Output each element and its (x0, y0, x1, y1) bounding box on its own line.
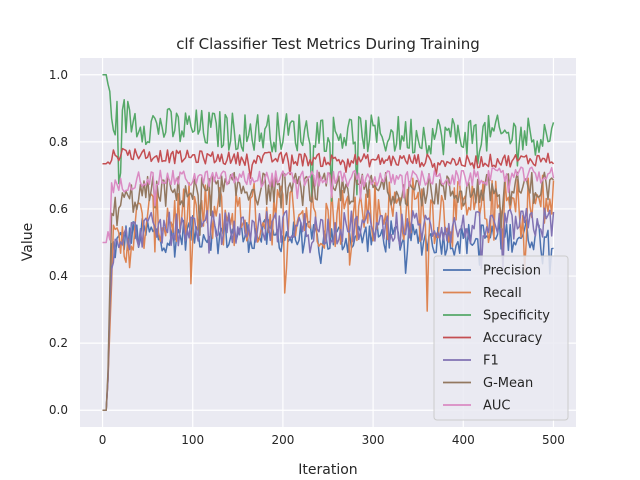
legend-box (433, 255, 569, 421)
x-tick-label: 500 (542, 433, 565, 447)
legend-label: G-Mean (483, 376, 533, 391)
y-tick-label: 1.0 (49, 68, 68, 82)
legend-label: AUC (483, 399, 511, 414)
legend: Precision Recall Specificity Accuracy F1 G-Me… (433, 255, 569, 421)
series-line-auc (102, 166, 555, 244)
y-axis-label: Value (20, 223, 36, 261)
legend-label: Specificity (483, 309, 550, 324)
y-tick-label: 0.0 (49, 403, 68, 417)
x-tick-label: 200 (271, 433, 294, 447)
series-layer (102, 74, 555, 411)
y-tick-label: 0.2 (49, 336, 68, 350)
tick-labels: 0 100 200 300 400 500 0.0 0.2 0.4 0.6 0.8 1.0 (49, 68, 565, 447)
y-tick-label: 0.6 (49, 202, 68, 216)
x-axis-label: Iteration (298, 462, 357, 478)
legend-label: Recall (483, 286, 522, 301)
series-line-accuracy (102, 147, 555, 179)
chart-title: clf Classifier Test Metrics During Train… (176, 35, 480, 53)
x-tick-label: 400 (452, 433, 475, 447)
x-tick-label: 0 (99, 433, 107, 447)
series-line-f1 (102, 207, 555, 411)
y-tick-label: 0.4 (49, 269, 68, 283)
legend-label: F1 (483, 354, 499, 369)
x-tick-label: 300 (362, 433, 385, 447)
x-tick-label: 100 (181, 433, 204, 447)
series-line-specificity (102, 74, 555, 202)
legend-label: Accuracy (483, 331, 543, 346)
legend-label: Precision (483, 264, 541, 279)
y-tick-label: 0.8 (49, 135, 68, 149)
